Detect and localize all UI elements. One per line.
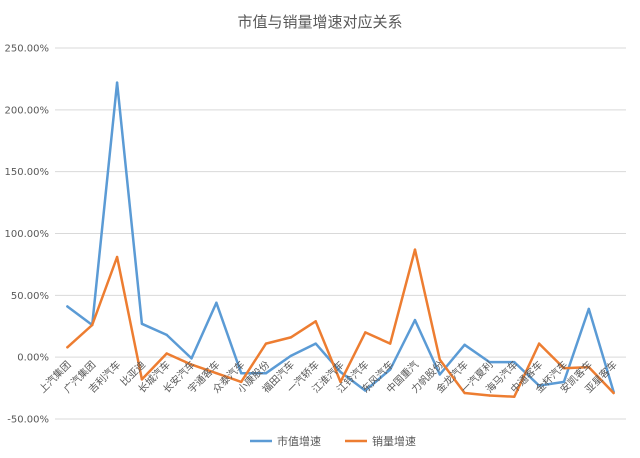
y-tick-label: 100.00%	[5, 229, 50, 240]
data-point	[190, 357, 193, 360]
data-point	[91, 323, 94, 327]
data-point	[513, 395, 516, 398]
data-point	[339, 370, 342, 374]
data-point	[388, 368, 392, 371]
data-point	[314, 320, 317, 323]
series-line-1	[66, 81, 615, 394]
data-point	[140, 378, 144, 381]
y-tick-label: 0.00%	[17, 353, 49, 364]
data-point	[488, 394, 491, 397]
data-point	[215, 372, 218, 375]
data-point	[264, 372, 268, 375]
data-point	[66, 305, 69, 308]
data-point	[165, 333, 168, 337]
data-point	[438, 373, 442, 376]
chart-title: 市值与销量增速对应关系	[237, 13, 402, 31]
y-tick-label: -50.00%	[7, 415, 49, 426]
x-axis-categories: 上汽集团广汽集团吉利汽车比亚迪长城汽车长安汽车宇通客车众泰汽车小康股份福田汽车一…	[36, 358, 620, 395]
data-point	[537, 384, 541, 387]
data-point	[66, 346, 69, 349]
data-point	[513, 360, 516, 364]
data-point	[289, 336, 293, 339]
y-tick-label: 150.00%	[5, 167, 50, 178]
data-point	[612, 391, 615, 395]
data-point	[314, 342, 317, 345]
data-point	[562, 380, 566, 384]
data-point	[289, 354, 293, 358]
data-point	[463, 391, 466, 395]
y-tick-label: 50.00%	[11, 291, 49, 302]
y-axis-ticks: 250.00% 200.00% 150.00% 100.00% 50.00% 0.00% -…	[5, 44, 50, 426]
legend-label: 销量增速	[372, 434, 416, 448]
data-point	[488, 360, 491, 364]
data-point	[587, 307, 590, 311]
data-point	[339, 380, 342, 384]
data-point	[463, 343, 466, 346]
data-point	[115, 81, 119, 84]
legend: 市值增速 销量增速	[250, 434, 416, 448]
data-point	[215, 301, 218, 304]
gridlines	[55, 47, 626, 420]
data-point	[438, 358, 442, 361]
data-point	[388, 342, 392, 345]
data-point	[537, 342, 541, 345]
data-point	[239, 372, 243, 375]
legend-label: 市值增速	[277, 434, 321, 448]
data-point	[140, 322, 144, 325]
data-point	[364, 331, 367, 334]
data-point	[190, 363, 193, 366]
data-point	[413, 318, 417, 322]
data-point	[264, 342, 268, 345]
data-point	[562, 367, 566, 370]
data-point	[364, 389, 367, 392]
y-tick-label: 200.00%	[5, 105, 50, 116]
data-point	[115, 255, 119, 259]
data-point	[413, 248, 417, 251]
data-point	[587, 365, 590, 369]
series-lines	[66, 81, 615, 398]
data-point	[239, 380, 243, 384]
y-tick-label: 250.00%	[5, 44, 50, 55]
data-point	[165, 352, 168, 355]
